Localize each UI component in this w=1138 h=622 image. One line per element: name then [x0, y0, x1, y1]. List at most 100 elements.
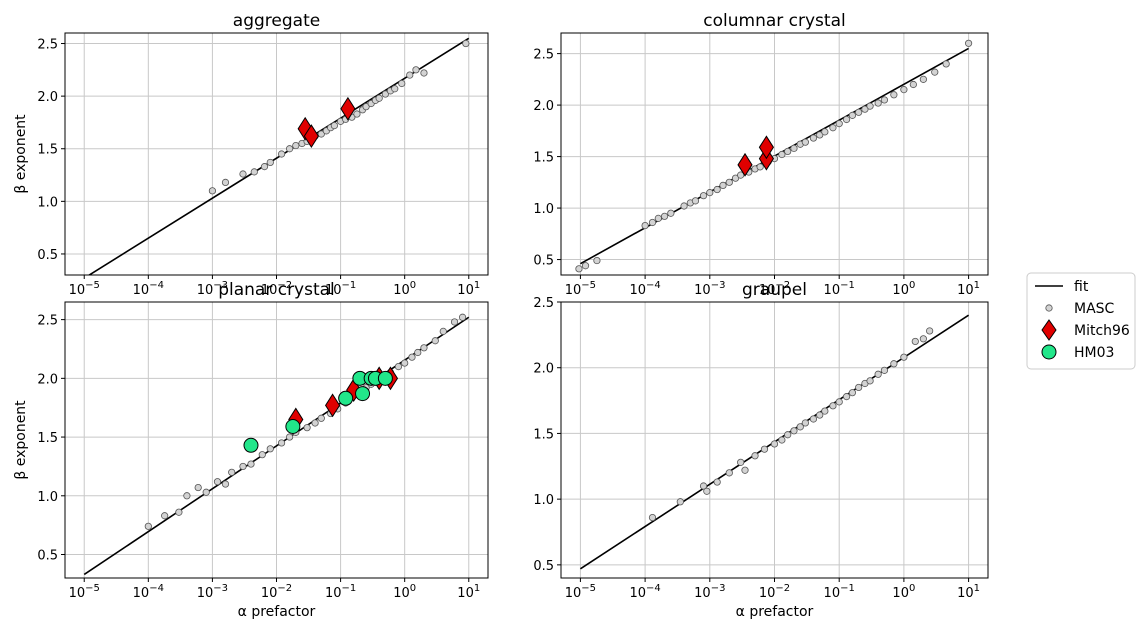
- masc-point: [835, 398, 843, 406]
- masc-point: [699, 482, 708, 490]
- x-tick-label: 10−4: [629, 280, 660, 298]
- masc-point: [890, 91, 898, 99]
- masc-point: [412, 66, 420, 74]
- masc-point: [874, 99, 882, 107]
- masc-point: [880, 366, 889, 374]
- x-tick-label: 101: [957, 583, 980, 601]
- x-tick-label: 10−2: [261, 583, 292, 601]
- masc-point: [260, 163, 269, 171]
- masc-point: [926, 327, 934, 335]
- masc-point: [731, 174, 740, 182]
- masc-point: [208, 187, 217, 195]
- masc-point: [866, 102, 874, 110]
- masc-point: [741, 466, 749, 474]
- masc-point: [202, 488, 210, 496]
- masc-point: [221, 178, 230, 187]
- masc-point: [676, 498, 684, 506]
- masc-point: [667, 209, 675, 217]
- masc-point: [462, 39, 470, 48]
- masc-point: [809, 134, 818, 142]
- masc-point: [816, 131, 824, 139]
- masc-point: [874, 370, 882, 378]
- masc-point: [821, 128, 829, 136]
- masc-point: [680, 202, 688, 210]
- x-tick-label: 10−5: [565, 280, 596, 298]
- masc-point: [790, 427, 798, 435]
- masc-point: [317, 130, 325, 138]
- y-tick-label: 2.0: [37, 372, 58, 387]
- plot-area: [575, 39, 973, 273]
- masc-point: [900, 86, 908, 94]
- masc-point: [648, 513, 657, 522]
- masc-point: [266, 445, 274, 453]
- x-tick-label: 10−4: [133, 280, 164, 298]
- y-axis-label: β exponent: [13, 114, 29, 194]
- mitch96-point: [324, 393, 341, 418]
- mitch96-point: [340, 96, 356, 121]
- x-tick-label: 10−2: [759, 280, 790, 298]
- x-tick-label: 10−1: [824, 583, 855, 601]
- masc-point: [909, 80, 917, 89]
- masc-point: [183, 492, 191, 500]
- y-tick-label: 2.5: [533, 48, 554, 63]
- legend: fit MASC Mitch96 HM03: [1026, 272, 1136, 370]
- x-tick-label: 10−3: [197, 280, 228, 298]
- legend-label: HM03: [1074, 345, 1114, 361]
- y-tick-label: 2.0: [533, 99, 554, 114]
- masc-point: [408, 353, 416, 361]
- y-axis-label: β exponent: [13, 400, 29, 480]
- masc-point: [414, 348, 422, 357]
- masc-point: [842, 115, 851, 124]
- masc-point: [593, 256, 601, 265]
- masc-point: [277, 150, 286, 158]
- x-tick-label: 10−1: [325, 280, 356, 298]
- x-axis-label: α prefactor: [238, 604, 316, 620]
- masc-point: [919, 75, 927, 83]
- legend-label: Mitch96: [1074, 323, 1130, 339]
- y-tick-label: 1.5: [533, 151, 554, 166]
- masc-point: [221, 480, 230, 488]
- hm03-point: [285, 418, 301, 434]
- plot-area: [83, 313, 470, 576]
- x-tick-label: 10−4: [629, 583, 660, 601]
- masc-point: [303, 424, 311, 432]
- masc-point: [829, 402, 837, 410]
- masc-point: [250, 168, 258, 176]
- masc-point: [835, 120, 843, 128]
- masc-point: [880, 96, 889, 104]
- masc-point: [861, 105, 869, 113]
- masc-point: [292, 141, 300, 150]
- masc-point: [362, 103, 370, 111]
- masc-point: [737, 171, 745, 179]
- masc-point: [855, 383, 863, 392]
- masc-point: [964, 39, 973, 47]
- masc-point: [406, 71, 414, 79]
- y-tick-label: 1.5: [533, 427, 554, 442]
- y-tick-label: 0.5: [533, 254, 554, 269]
- masc-point: [420, 69, 428, 77]
- plot-area: [87, 37, 470, 275]
- masc-point: [816, 411, 824, 419]
- y-tick-label: 2.5: [37, 38, 58, 53]
- legend-hm03-swatch: [1041, 344, 1057, 360]
- masc-point: [713, 478, 721, 486]
- masc-point: [450, 318, 459, 326]
- x-tick-label: 10−1: [824, 280, 855, 298]
- mitch96-point: [737, 152, 753, 177]
- x-tick-label: 10−2: [759, 583, 790, 601]
- masc-point: [285, 145, 294, 153]
- masc-point: [801, 138, 809, 146]
- y-tick-label: 0.5: [37, 248, 58, 263]
- mitch96-point: [758, 135, 775, 160]
- y-tick-label: 1.0: [533, 493, 554, 508]
- y-tick-label: 1.0: [37, 195, 58, 210]
- hm03-point: [338, 390, 354, 406]
- masc-point: [784, 147, 792, 156]
- masc-point: [919, 335, 927, 343]
- mitch96-point: [297, 116, 313, 141]
- masc-point: [911, 337, 919, 346]
- masc-point: [790, 144, 798, 152]
- masc-point: [751, 452, 759, 460]
- masc-point: [809, 415, 818, 423]
- masc-point: [266, 158, 274, 167]
